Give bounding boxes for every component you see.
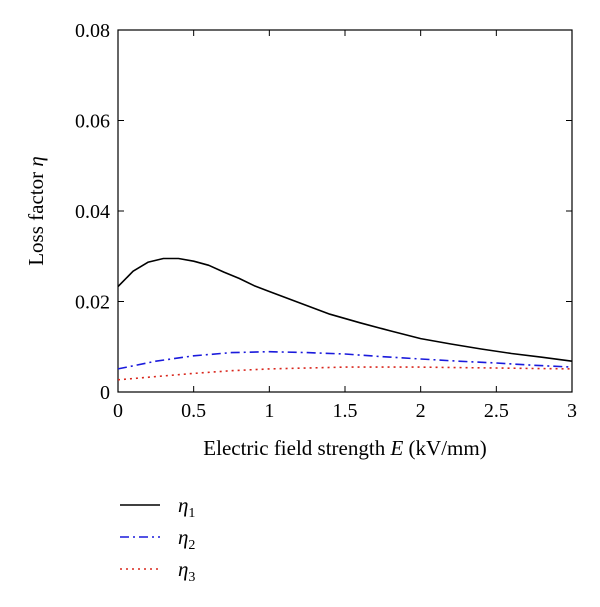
legend-label-sub: 2	[188, 538, 195, 553]
series-line-1	[117, 257, 573, 362]
x-tick-label: 0.5	[181, 400, 206, 422]
y-tick-label: 0.02	[75, 292, 110, 314]
legend-label-1: η1	[178, 493, 195, 521]
legend-label-2: η2	[178, 525, 195, 553]
y-axis-label-text: Loss factor	[24, 167, 48, 266]
series-line-2	[117, 350, 573, 370]
x-tick-label: 2.5	[484, 400, 509, 422]
y-tick-label: 0.04	[75, 201, 110, 223]
legend-label-var: η	[178, 557, 188, 581]
series-layer	[117, 257, 573, 381]
legend-label-var: η	[178, 525, 188, 549]
x-tick-label: 0	[113, 400, 123, 422]
x-tick-label: 2	[416, 400, 426, 422]
y-axis-label: Loss factor η	[24, 156, 48, 266]
legend-label-sub: 1	[188, 506, 195, 521]
legend-label-var: η	[178, 493, 188, 517]
x-axis-ticks: 0 0.5 1 1.5 2 2.5 3	[113, 30, 577, 422]
series-line-3	[117, 366, 573, 381]
y-tick-label: 0.06	[75, 111, 110, 133]
x-tick-label: 1.5	[333, 400, 358, 422]
x-tick-label: 3	[567, 400, 577, 422]
x-axis-label-var: E	[389, 436, 403, 460]
y-axis-ticks: 0 0.02 0.04 0.06 0.08	[75, 20, 572, 404]
x-tick-label: 1	[264, 400, 274, 422]
x-axis-label: Electric field strength E (kV/mm)	[203, 436, 486, 460]
plot-frame	[117, 29, 573, 393]
y-tick-label: 0.08	[75, 20, 110, 42]
x-axis-label-text: Electric field strength	[203, 436, 390, 460]
x-axis-label-unit: (kV/mm)	[403, 436, 486, 460]
y-tick-label: 0	[100, 382, 110, 404]
y-axis-label-var: η	[24, 156, 48, 166]
legend-label-sub: 3	[188, 570, 195, 585]
legend-label-3: η3	[178, 557, 195, 585]
